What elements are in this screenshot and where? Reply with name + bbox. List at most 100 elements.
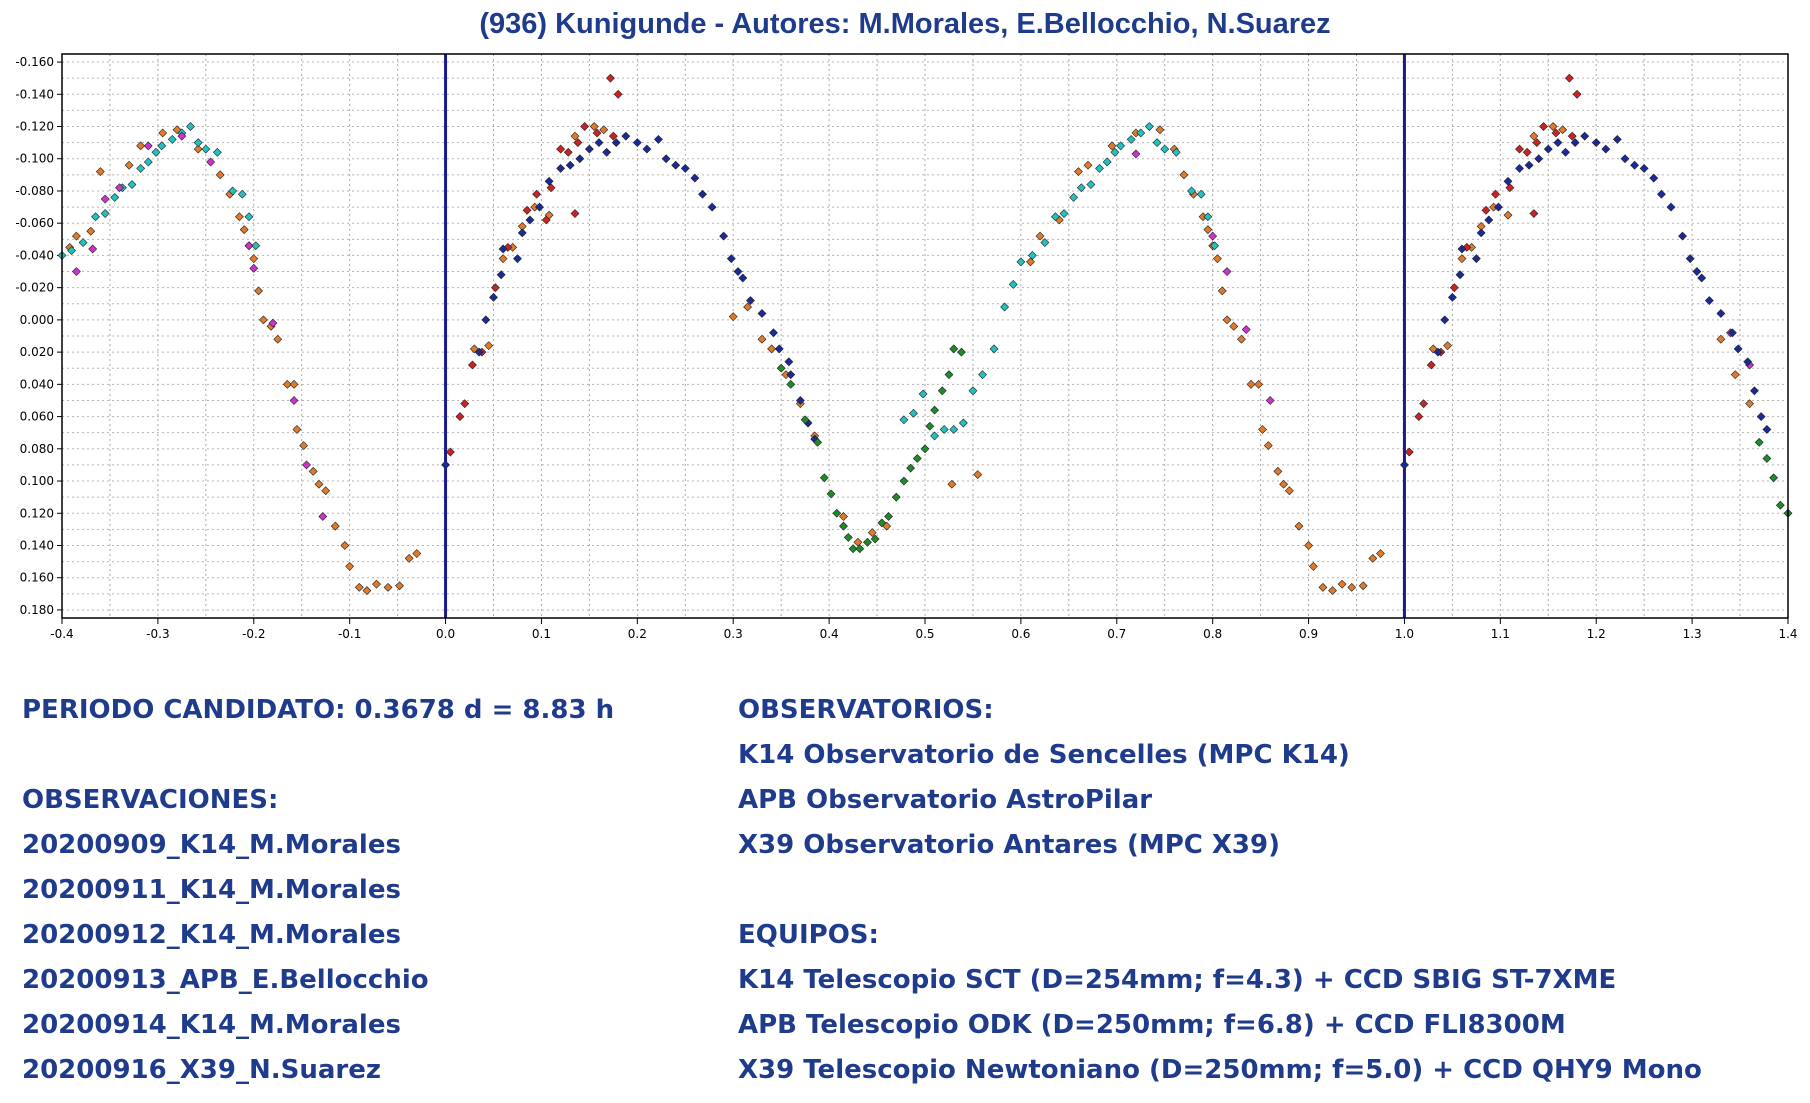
data-point [345,562,355,571]
data-point [1279,479,1289,489]
data-point [1551,128,1561,138]
data-point [939,425,949,434]
x-tick-label: -0.4 [50,627,73,641]
data-point [848,544,858,554]
plot-frame [61,53,1789,619]
x-tick-label: 0.3 [724,627,743,641]
data-point [1745,399,1755,409]
data-point [863,537,872,547]
x-tick-label: 1.2 [1587,627,1606,641]
observatorio-item: X39 Observatorio Antares (MPC X39) [738,830,1281,860]
data-point [143,157,153,167]
y-tick-label: 0.100 [20,474,54,488]
data-point [1769,473,1779,483]
data-point [237,189,247,199]
data-point [1160,144,1170,154]
data-point [757,334,767,344]
data-point [738,273,748,283]
data-point [949,344,959,354]
data-point [1775,500,1785,510]
data-point [909,408,918,418]
y-tick-label: -0.060 [15,216,54,230]
data-point [251,241,261,251]
equipo-item: X39 Telescopio Newtoniano (D=250mm; f=5.… [738,1055,1702,1085]
data-point [158,128,168,138]
data-point [95,167,105,177]
data-point [1308,562,1318,571]
periodo-text: PERIODO CANDIDATO: 0.3678 d = 8.83 h [22,695,615,725]
data-point [1553,138,1563,148]
data-point [1484,215,1494,225]
data-point [855,544,865,554]
data-point [957,347,966,357]
data-point [642,144,652,154]
data-point [1265,396,1275,405]
data-point [1059,209,1069,218]
data-point [1076,183,1086,193]
data-point [489,292,498,302]
x-tick-label: 0.1 [532,627,551,641]
data-point [937,386,947,396]
data-point [215,170,225,180]
y-tick-label: -0.080 [15,184,54,198]
data-point [1457,244,1467,254]
data-point [1543,144,1553,154]
data-point [522,205,532,215]
x-tick-label: 0.4 [820,627,839,641]
data-point [1447,292,1457,302]
data-point [1284,486,1294,496]
data-point [611,138,621,148]
data-point [1016,257,1026,267]
data-point [1612,134,1622,144]
data-point [1733,344,1743,354]
data-point [273,334,283,344]
observaciones-title: OBSERVACIONES: [22,785,279,815]
data-point [1567,131,1577,141]
data-point [362,586,372,596]
data-point [1727,328,1737,338]
y-tick-label: -0.100 [15,152,54,166]
data-point [1131,149,1141,159]
grid [61,54,1789,618]
data-point [1008,280,1018,289]
data-point [1491,189,1500,199]
data-point [599,125,609,135]
data-point [1217,286,1227,296]
observacion-item: 20200913_APB_E.Bellocchio [22,965,429,995]
data-point [839,512,848,521]
data-point [541,215,551,225]
data-point [784,357,794,367]
data-point [813,437,823,447]
data-point [1368,553,1378,563]
data-point [584,144,594,154]
data-point [1203,212,1213,222]
x-tick-label: 0.2 [628,627,647,641]
data-point [467,360,477,370]
data-point [1073,167,1083,177]
y-tick-label: 0.160 [20,571,54,585]
data-point [1762,454,1772,463]
data-point [513,254,522,264]
data-point [404,553,414,563]
data-point [1471,254,1481,264]
data-point [580,122,590,131]
data-point [1539,122,1548,131]
data-point [899,415,909,425]
data-point [314,479,324,489]
data-point [1704,296,1714,305]
data-point [441,460,450,470]
data-point [925,421,935,431]
data-point [573,138,583,148]
observatorio-item: APB Observatorio AstroPilar [738,785,1153,815]
data-point [867,528,877,538]
data-point [930,431,940,441]
data-point [1754,437,1764,447]
data-point [340,541,350,550]
data-point [268,318,278,328]
y-tick-label: 0.180 [20,603,54,617]
data-point [124,160,134,170]
data-point [746,296,755,305]
right-info-column: OBSERVATORIOS: K14 Observatorio de Sence… [738,688,1702,1093]
data-point [958,418,968,428]
data-point [795,396,805,405]
